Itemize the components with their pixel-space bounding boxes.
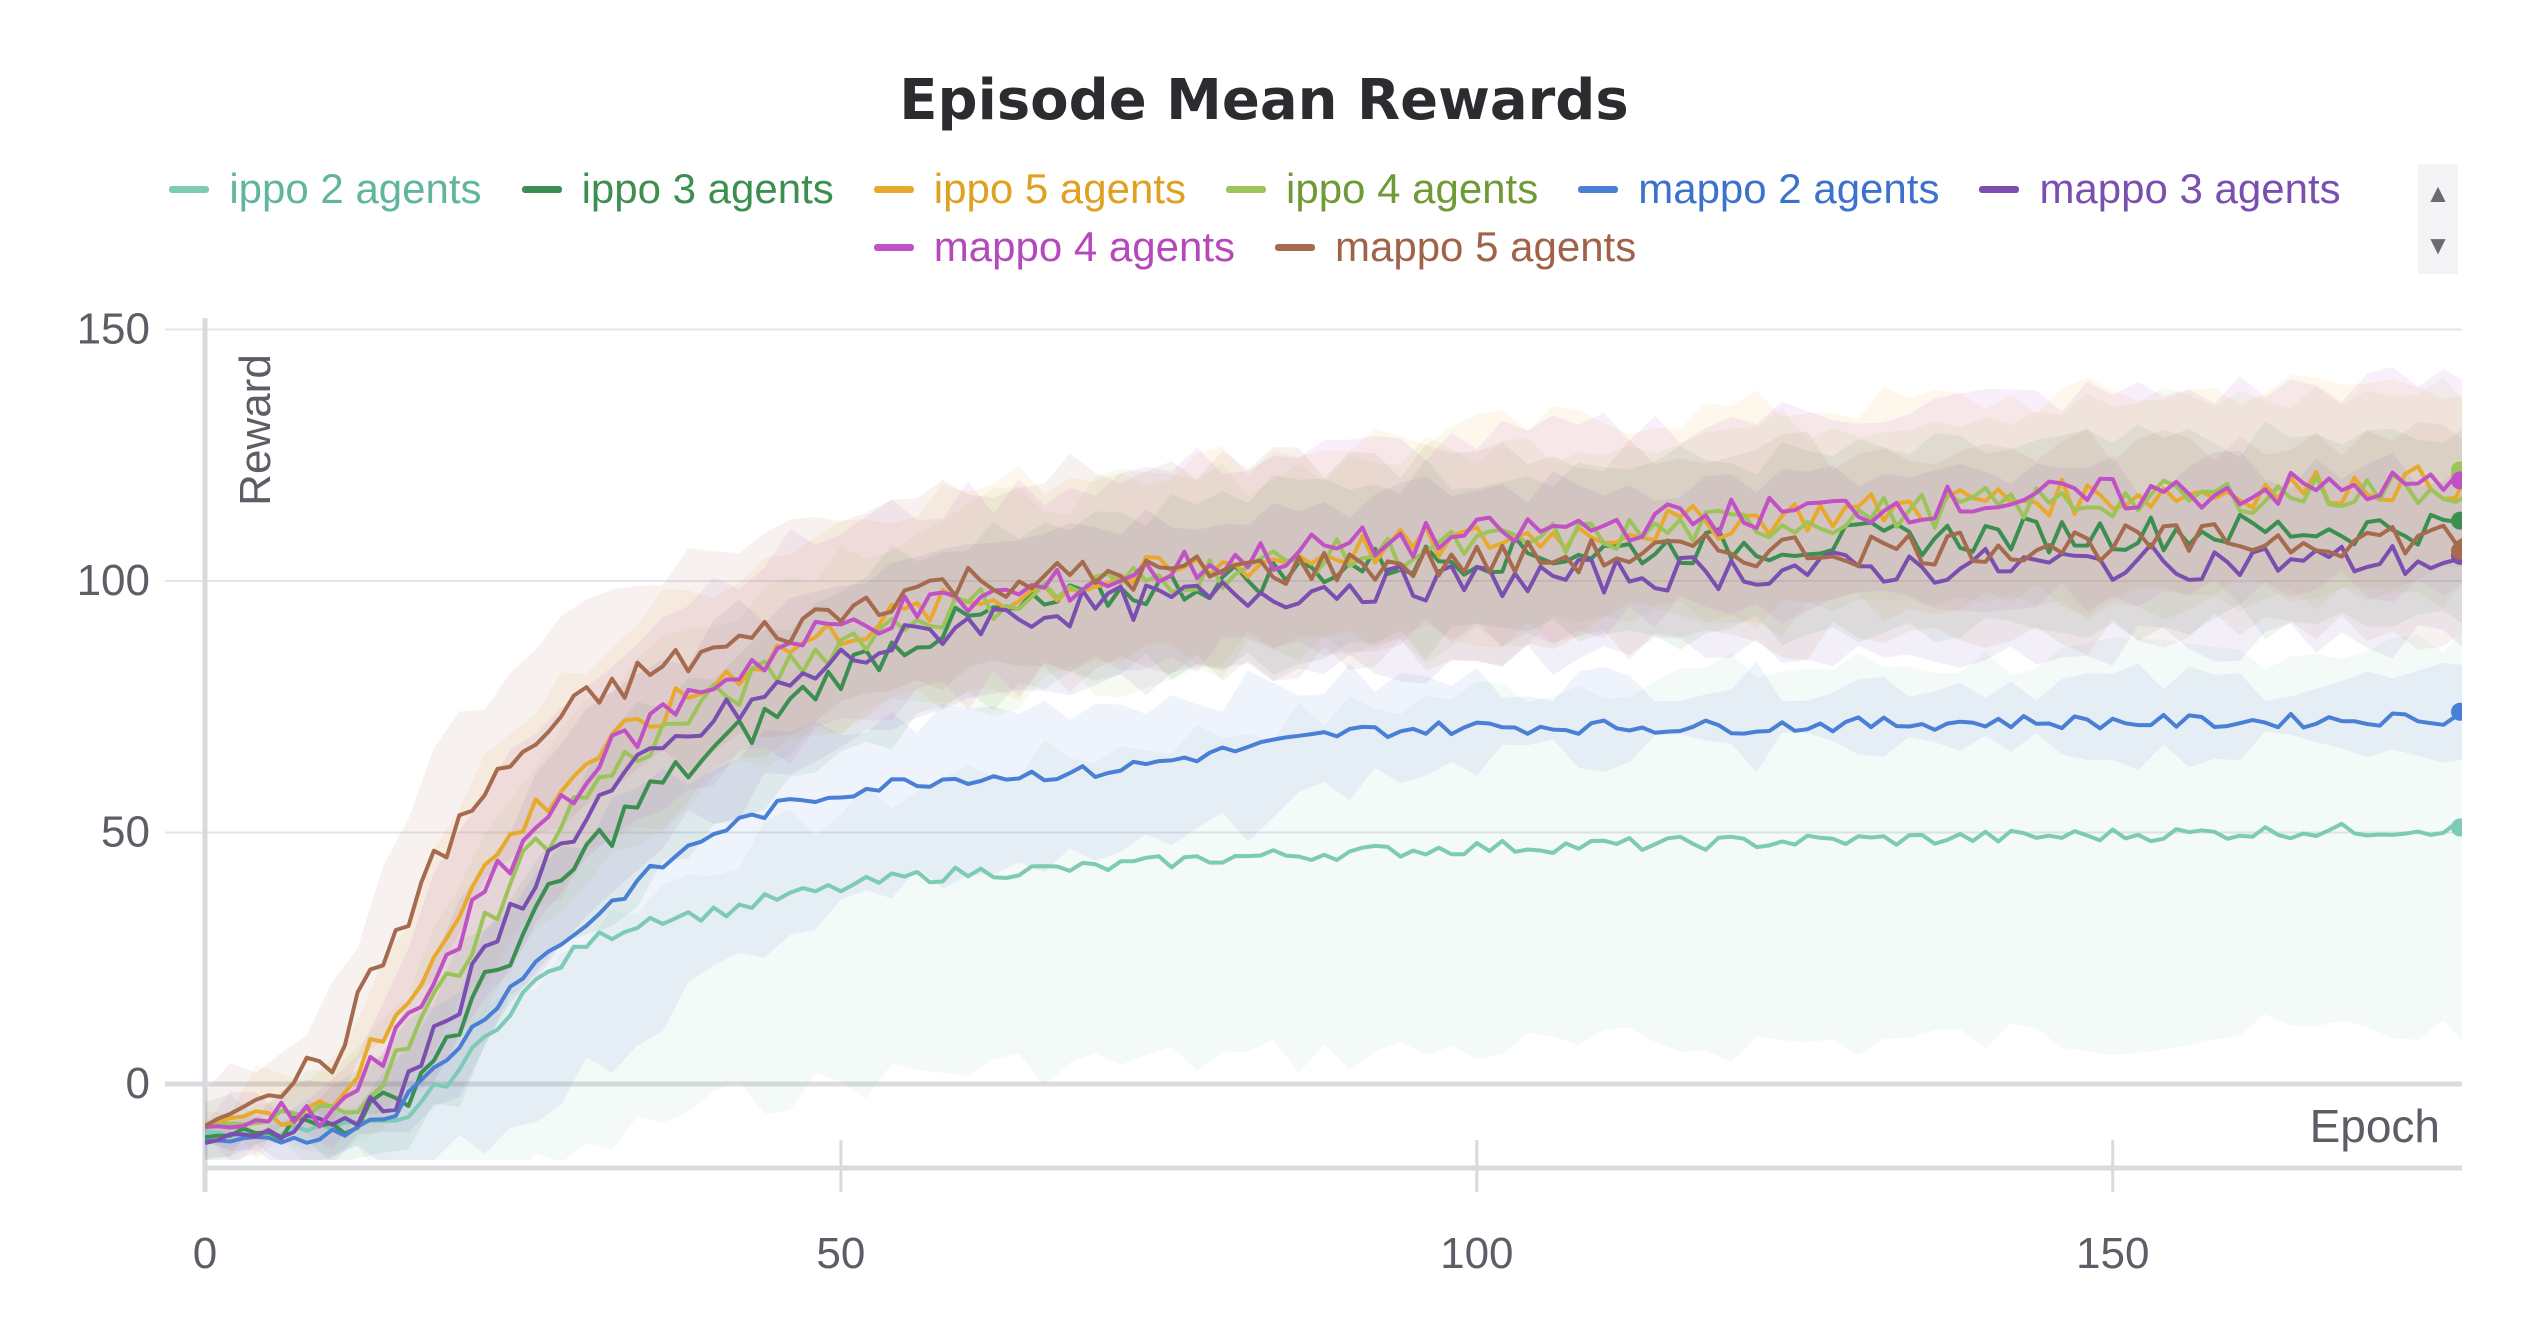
- legend: ippo 2 agents ippo 3 agents ippo 5 agent…: [60, 160, 2450, 276]
- series-band-3: [205, 377, 2462, 1160]
- series-end-point-4: [2451, 702, 2462, 721]
- legend-swatch: [1979, 185, 2020, 193]
- legend-item-mappo-3[interactable]: mappo 3 agents: [1979, 165, 2341, 213]
- legend-swatch: [873, 243, 914, 251]
- legend-swatch: [1275, 243, 1315, 251]
- legend-swatch: [169, 185, 210, 193]
- series-line-6: [205, 470, 2462, 1130]
- legend-label: mappo 5 agents: [1335, 223, 1637, 270]
- series-line-7: [205, 522, 2462, 1128]
- legend-swatch: [873, 185, 914, 193]
- series-band-1: [205, 421, 2462, 1160]
- y-tick-label: 100: [77, 556, 150, 605]
- x-axis-label: Epoch: [2310, 1100, 2440, 1152]
- legend-label: ippo 3 agents: [581, 165, 834, 212]
- series-end-point-1: [2451, 511, 2462, 530]
- series-band-4: [205, 661, 2462, 1160]
- series-end-point-6: [2451, 471, 2462, 490]
- legend-label: ippo 4 agents: [1286, 165, 1539, 212]
- legend-item-ippo-3[interactable]: ippo 3 agents: [521, 165, 834, 213]
- legend-scrollbar[interactable]: ▲ ▼: [2418, 164, 2458, 274]
- legend-item-mappo-2[interactable]: mappo 2 agents: [1578, 165, 1939, 213]
- x-tick-label: 50: [816, 1229, 865, 1278]
- legend-swatch: [1578, 185, 1619, 193]
- series-line-5: [205, 542, 2462, 1146]
- y-tick-label: 50: [101, 808, 150, 857]
- series-band-0: [205, 631, 2462, 1160]
- legend-label: ippo 2 agents: [229, 165, 482, 212]
- legend-item-mappo-4[interactable]: mappo 4 agents: [873, 223, 1235, 271]
- series-band-7: [205, 421, 2462, 1158]
- legend-swatch: [521, 185, 562, 193]
- series-end-point-7: [2451, 541, 2462, 560]
- series-band-6: [205, 366, 2462, 1160]
- y-tick-label: 0: [126, 1059, 150, 1108]
- legend-item-mappo-5[interactable]: mappo 5 agents: [1275, 223, 1636, 271]
- scroll-up-icon[interactable]: ▲: [2425, 178, 2451, 208]
- series-band-2: [205, 374, 2462, 1159]
- legend-swatch: [1226, 185, 1266, 193]
- series-line-0: [205, 821, 2462, 1138]
- legend-row-1: ippo 2 agents ippo 3 agents ippo 5 agent…: [60, 160, 2450, 218]
- y-tick-label: 150: [77, 305, 150, 354]
- x-tick-label: 0: [193, 1229, 217, 1278]
- series-line-4: [205, 711, 2462, 1145]
- chart-title: Episode Mean Rewards: [899, 68, 1629, 133]
- series-line-3: [205, 473, 2462, 1130]
- legend-label: mappo 4 agents: [933, 223, 1235, 270]
- x-tick-label: 100: [1440, 1229, 1513, 1278]
- legend-row-2: mappo 4 agents mappo 5 agents: [60, 218, 2450, 276]
- legend-item-ippo-4[interactable]: ippo 4 agents: [1226, 165, 1538, 213]
- series-end-point-0: [2451, 818, 2462, 837]
- legend-label: mappo 3 agents: [2039, 165, 2341, 212]
- scroll-down-icon[interactable]: ▼: [2425, 230, 2451, 260]
- legend-item-ippo-2[interactable]: ippo 2 agents: [169, 165, 482, 213]
- legend-label: mappo 2 agents: [1638, 165, 1940, 212]
- x-tick-label: 150: [2076, 1229, 2149, 1278]
- series-group: [205, 366, 2462, 1160]
- legend-item-ippo-5[interactable]: ippo 5 agents: [873, 165, 1186, 213]
- legend-label: ippo 5 agents: [933, 165, 1186, 212]
- y-axis-label: Reward: [231, 354, 280, 506]
